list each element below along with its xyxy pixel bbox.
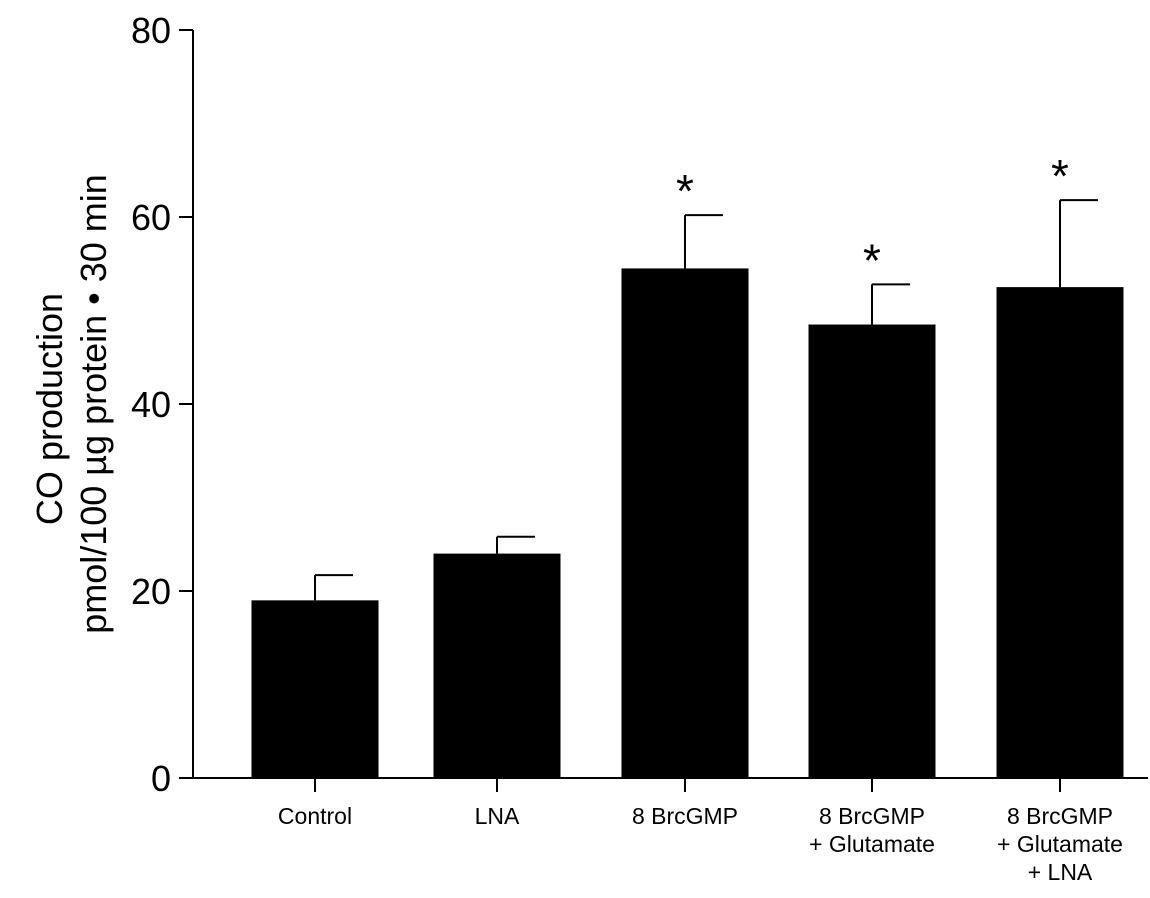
category-label-line: Control	[278, 803, 352, 829]
category-label-line: 8 BrcGMP	[1007, 803, 1113, 829]
bar	[808, 324, 936, 778]
y-axis-label-line-2: pmol/100 µg protein • 30 min	[73, 174, 114, 634]
error-bars	[314, 199, 1098, 601]
significance-star: *	[1051, 150, 1069, 202]
significance-markers: * * *	[676, 150, 1069, 286]
category-label: 8 BrcGMP + Glutamate	[809, 803, 935, 857]
bar	[621, 268, 749, 778]
y-tick-label: 80	[131, 10, 171, 51]
category-label-line: 8 BrcGMP	[632, 803, 738, 829]
category-label: Control	[278, 803, 352, 829]
category-label-line: 8 BrcGMP	[819, 803, 925, 829]
category-label-line: + LNA	[1028, 859, 1093, 885]
category-label: 8 BrcGMP + Glutamate + LNA	[997, 803, 1123, 885]
category-label: 8 BrcGMP	[632, 803, 738, 829]
y-axis: 0 20 40 60 80	[131, 10, 194, 799]
bar	[433, 553, 561, 778]
significance-star: *	[676, 165, 694, 217]
y-tick-label: 20	[131, 571, 171, 612]
y-tick-label: 60	[131, 197, 171, 238]
category-label-line: + Glutamate	[809, 831, 935, 857]
category-label-line: + Glutamate	[997, 831, 1123, 857]
y-axis-label-line-1: CO production	[29, 293, 70, 525]
bar	[996, 287, 1124, 778]
y-axis-label: CO production pmol/100 µg protein • 30 m…	[29, 174, 114, 634]
y-tick-label: 0	[151, 758, 171, 799]
x-axis	[193, 777, 1148, 792]
category-label-line: LNA	[475, 803, 520, 829]
significance-star: *	[863, 234, 881, 286]
bars	[251, 268, 1124, 778]
category-label: LNA	[475, 803, 520, 829]
bar	[251, 600, 379, 778]
y-tick-label: 40	[131, 384, 171, 425]
